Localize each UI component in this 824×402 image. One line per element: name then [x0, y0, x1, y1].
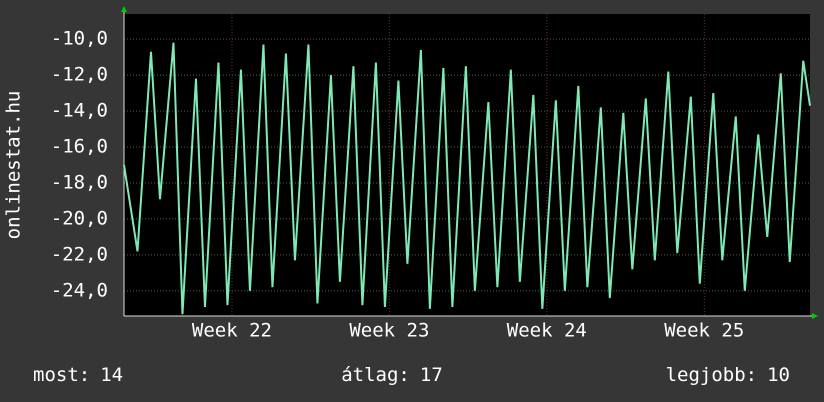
stat-label: legjobb:: [666, 364, 758, 386]
stat-value: 14: [100, 364, 123, 386]
data-line: [123, 42, 811, 315]
y-tick-label: -22,0: [51, 243, 108, 265]
y-tick-label: -12,0: [51, 64, 108, 86]
stat-value: 10: [767, 364, 790, 386]
y-tick-label: -18,0: [51, 171, 108, 193]
y-tick-label: -16,0: [51, 136, 108, 158]
x-tick-label: Week 25: [664, 320, 744, 342]
stat: átlag: 17: [341, 364, 443, 386]
arrow: [812, 313, 818, 319]
stat: most: 14: [33, 364, 123, 386]
stat: legjobb: 10: [666, 364, 790, 386]
x-tick-label: Week 23: [349, 320, 429, 342]
y-tick-label: -10,0: [51, 28, 108, 50]
stat-value: 17: [420, 364, 443, 386]
stat-label: átlag:: [341, 364, 410, 386]
y-tick-label: -14,0: [51, 100, 108, 122]
x-tick-label: Week 24: [507, 320, 587, 342]
stat-label: most:: [33, 364, 90, 386]
arrow: [121, 6, 127, 12]
x-tick-label: Week 22: [192, 320, 272, 342]
y-tick-label: -20,0: [51, 207, 108, 229]
y-tick-label: -24,0: [51, 279, 108, 301]
plot-area: [124, 14, 810, 316]
y-axis-label: onlinestat.hu: [3, 91, 25, 240]
